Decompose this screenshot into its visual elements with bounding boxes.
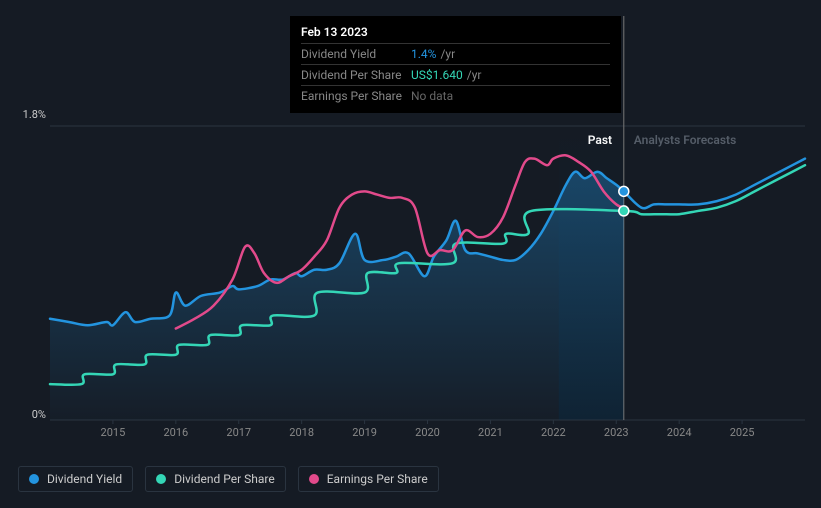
legend-dot	[309, 474, 319, 484]
legend-dot	[156, 474, 166, 484]
x-axis-tick: 2023	[604, 426, 629, 439]
y-axis-label-max: 1.8%	[6, 108, 46, 121]
x-axis-tick: 2020	[415, 426, 440, 439]
tooltip-row: Dividend Per ShareUS$1.640/yr	[301, 64, 610, 85]
tooltip-row-label: Dividend Yield	[301, 47, 411, 61]
chart-tooltip: Feb 13 2023 Dividend Yield1.4%/yrDividen…	[290, 16, 621, 113]
x-axis-tick: 2016	[163, 426, 188, 439]
y-axis-label-min: 0%	[6, 408, 46, 421]
tooltip-row-label: Earnings Per Share	[301, 89, 411, 103]
x-axis-tick: 2017	[226, 426, 251, 439]
tooltip-row: Dividend Yield1.4% /yr	[301, 43, 610, 64]
tooltip-row-nodata: No data	[411, 89, 453, 103]
dividend-chart: Feb 13 2023 Dividend Yield1.4%/yrDividen…	[0, 0, 821, 508]
legend-label: Dividend Per Share	[174, 472, 275, 486]
tooltip-row: Earnings Per ShareNo data	[301, 85, 610, 106]
x-axis-labels: 2015 2016 2017 2018 2019 2020 2021 2022 2023 2024…	[50, 426, 805, 442]
legend-item[interactable]: Earnings Per Share	[298, 466, 439, 492]
x-axis-tick: 2019	[352, 426, 377, 439]
chart-legend: Dividend Yield Dividend Per Share Earnings…	[18, 466, 439, 492]
x-axis-tick: 2015	[101, 426, 126, 439]
x-axis-tick: 2022	[541, 426, 566, 439]
legend-item[interactable]: Dividend Yield	[18, 466, 133, 492]
x-axis-tick: 2024	[667, 426, 692, 439]
tooltip-row-label: Dividend Per Share	[301, 68, 411, 82]
tooltip-date: Feb 13 2023	[301, 23, 610, 43]
tooltip-row-suffix: /yr	[440, 47, 455, 61]
tooltip-row-value: 1.4%	[411, 47, 436, 61]
tooltip-row-value: US$1.640	[411, 68, 463, 82]
x-axis-tick: 2018	[289, 426, 314, 439]
legend-item[interactable]: Dividend Per Share	[145, 466, 286, 492]
chart-plot-area[interactable]	[50, 126, 805, 420]
x-axis-tick: 2021	[478, 426, 503, 439]
legend-label: Dividend Yield	[47, 472, 122, 486]
tooltip-row-suffix: /yr	[467, 68, 482, 82]
legend-dot	[29, 474, 39, 484]
legend-label: Earnings Per Share	[327, 472, 428, 486]
x-axis-tick: 2025	[730, 426, 755, 439]
